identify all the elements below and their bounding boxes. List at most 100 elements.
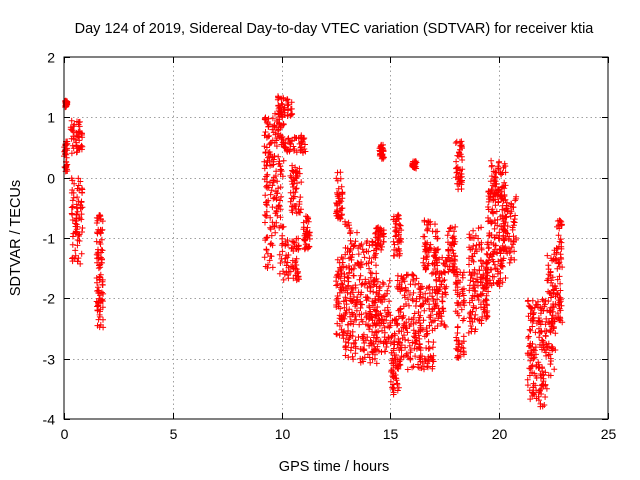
- data-point: [359, 261, 366, 268]
- data-point: [474, 276, 480, 283]
- data-point: [76, 145, 83, 152]
- data-point: [545, 372, 552, 379]
- data-point: [276, 251, 283, 258]
- data-point: [490, 251, 497, 258]
- data-point: [466, 255, 472, 262]
- data-point: [349, 328, 356, 335]
- data-point: [458, 179, 465, 186]
- data-point: [289, 181, 296, 188]
- data-point: [423, 325, 430, 331]
- data-point: [271, 139, 278, 146]
- data-point: [552, 301, 559, 307]
- data-point: [302, 148, 309, 155]
- data-point: [430, 296, 437, 302]
- data-point: [272, 131, 279, 138]
- data-point: [478, 246, 485, 253]
- data-point: [555, 232, 562, 239]
- data-point: [496, 277, 502, 284]
- data-point: [508, 244, 515, 251]
- data-point: [450, 240, 457, 247]
- data-point: [452, 223, 459, 230]
- data-point: [275, 111, 282, 118]
- data-point: [267, 226, 274, 233]
- data-point: [291, 239, 298, 246]
- data-point: [542, 301, 548, 308]
- data-point: [387, 340, 394, 347]
- data-point: [558, 239, 565, 246]
- data-point: [424, 253, 431, 260]
- data-point: [78, 250, 85, 257]
- data-point: [423, 285, 430, 292]
- data-point: [553, 285, 560, 292]
- data-point: [422, 298, 429, 305]
- data-point: [262, 219, 268, 226]
- data-point: [357, 359, 364, 366]
- data-point: [444, 232, 451, 239]
- data-point: [478, 263, 485, 270]
- data-point: [261, 212, 268, 218]
- data-point: [401, 292, 408, 299]
- data-point: [379, 316, 386, 323]
- data-point: [499, 226, 506, 233]
- data-point: [420, 259, 427, 266]
- data-point: [400, 303, 407, 310]
- data-point: [426, 345, 433, 352]
- data-point: [433, 283, 440, 290]
- data-point: [356, 321, 363, 328]
- data-point: [404, 329, 411, 336]
- data-point: [380, 238, 387, 245]
- data-point: [547, 361, 554, 368]
- data-point: [336, 273, 342, 280]
- data-point: [271, 174, 277, 181]
- data-point: [434, 323, 441, 329]
- data-point: [379, 279, 386, 286]
- data-point: [483, 315, 490, 322]
- data-point: [394, 321, 401, 328]
- data-point: [301, 245, 308, 252]
- data-point: [549, 304, 556, 310]
- data-point: [280, 157, 287, 164]
- data-point: [356, 276, 363, 283]
- data-point: [343, 264, 350, 271]
- data-point: [336, 289, 343, 296]
- data-point: [75, 182, 82, 189]
- data-point: [484, 269, 491, 276]
- data-point: [397, 356, 404, 363]
- data-point: [548, 279, 554, 286]
- data-point: [361, 254, 368, 261]
- data-point: [432, 301, 439, 308]
- data-point: [377, 225, 384, 232]
- data-point: [335, 215, 341, 222]
- data-point: [269, 242, 276, 249]
- x-tick-label: 5: [170, 426, 178, 442]
- data-point: [99, 304, 106, 311]
- data-point: [364, 334, 371, 341]
- data-point: [392, 228, 399, 235]
- data-point: [342, 344, 349, 351]
- data-point: [525, 335, 532, 341]
- data-point: [409, 339, 416, 346]
- data-point: [406, 342, 413, 349]
- data-point: [357, 355, 364, 362]
- data-point: [262, 129, 269, 135]
- data-point: [333, 210, 339, 217]
- data-point: [372, 312, 379, 318]
- y-tick-label: 2: [47, 50, 55, 66]
- data-point: [427, 218, 434, 225]
- data-point: [503, 245, 510, 252]
- data-point: [358, 316, 365, 323]
- data-point: [95, 302, 102, 309]
- data-point: [486, 230, 493, 237]
- data-point: [553, 249, 560, 256]
- data-point: [529, 297, 536, 304]
- data-point: [439, 298, 446, 305]
- data-point: [483, 297, 490, 304]
- data-point: [277, 184, 284, 191]
- data-point: [455, 277, 462, 284]
- data-point: [467, 323, 474, 329]
- data-point: [557, 296, 564, 303]
- x-tick-label: 20: [492, 426, 508, 442]
- data-point: [486, 254, 493, 261]
- data-point: [335, 268, 342, 275]
- data-point: [62, 150, 69, 157]
